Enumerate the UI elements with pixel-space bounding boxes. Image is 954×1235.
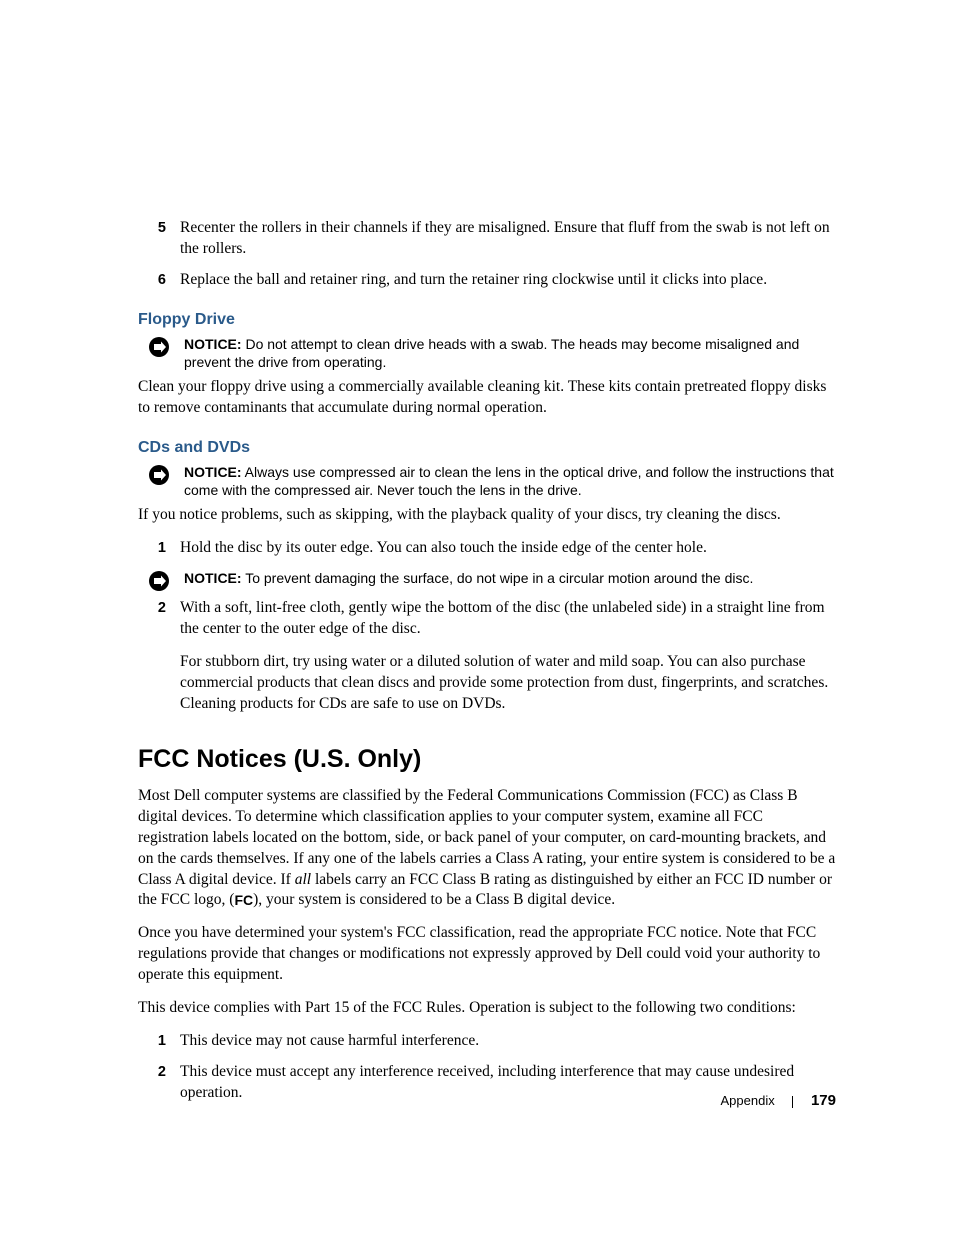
paragraph: Clean your floppy drive using a commerci… bbox=[138, 377, 836, 419]
list-number: 2 bbox=[148, 598, 180, 715]
paragraph: If you notice problems, such as skipping… bbox=[138, 505, 836, 526]
notice-body: Do not attempt to clean drive heads with… bbox=[184, 336, 799, 370]
paragraph: This device complies with Part 15 of the… bbox=[138, 998, 836, 1019]
list-number: 1 bbox=[148, 1031, 180, 1052]
notice-block: NOTICE: Always use compressed air to cle… bbox=[138, 463, 836, 499]
fcc-p1-c: ), your system is considered to be a Cla… bbox=[253, 891, 615, 908]
notice-label: NOTICE: bbox=[184, 464, 242, 480]
top-continued-list: 5 Recenter the rollers in their channels… bbox=[138, 218, 836, 291]
notice-arrow-icon bbox=[148, 463, 184, 499]
notice-arrow-icon bbox=[148, 569, 184, 592]
list-item: 5 Recenter the rollers in their channels… bbox=[148, 218, 836, 260]
notice-label: NOTICE: bbox=[184, 336, 242, 352]
notice-body: Always use compressed air to clean the l… bbox=[184, 464, 834, 498]
footer-separator bbox=[792, 1096, 793, 1108]
list-number: 1 bbox=[148, 538, 180, 559]
list-item: 2 With a soft, lint-free cloth, gently w… bbox=[148, 598, 836, 715]
step2-extra: For stubborn dirt, try using water or a … bbox=[180, 652, 836, 715]
notice-text: NOTICE: Always use compressed air to cle… bbox=[184, 463, 836, 499]
heading-fcc: FCC Notices (U.S. Only) bbox=[138, 745, 836, 774]
list-number: 2 bbox=[148, 1062, 180, 1104]
notice-block: NOTICE: To prevent damaging the surface,… bbox=[138, 569, 836, 592]
notice-arrow-icon bbox=[148, 335, 184, 371]
list-text: Replace the ball and retainer ring, and … bbox=[180, 270, 836, 291]
cd-steps-list-2: 2 With a soft, lint-free cloth, gently w… bbox=[138, 598, 836, 715]
fcc-p1-italic: all bbox=[295, 871, 311, 888]
list-text: With a soft, lint-free cloth, gently wip… bbox=[180, 598, 836, 715]
list-text: Recenter the rollers in their channels i… bbox=[180, 218, 836, 260]
list-item: 6 Replace the ball and retainer ring, an… bbox=[148, 270, 836, 291]
notice-block: NOTICE: Do not attempt to clean drive he… bbox=[138, 335, 836, 371]
subheading-cds: CDs and DVDs bbox=[138, 439, 836, 457]
notice-text: NOTICE: To prevent damaging the surface,… bbox=[184, 569, 836, 592]
list-text: This device may not cause harmful interf… bbox=[180, 1031, 836, 1052]
step2-main: With a soft, lint-free cloth, gently wip… bbox=[180, 598, 836, 640]
notice-label: NOTICE: bbox=[184, 570, 242, 586]
list-number: 5 bbox=[148, 218, 180, 260]
cd-steps-list: 1 Hold the disc by its outer edge. You c… bbox=[138, 538, 836, 559]
list-number: 6 bbox=[148, 270, 180, 291]
subheading-floppy: Floppy Drive bbox=[138, 311, 836, 329]
paragraph: Most Dell computer systems are classifie… bbox=[138, 786, 836, 912]
fcc-logo-icon: FC bbox=[234, 891, 253, 910]
notice-text: NOTICE: Do not attempt to clean drive he… bbox=[184, 335, 836, 371]
paragraph: Once you have determined your system's F… bbox=[138, 923, 836, 986]
notice-body: To prevent damaging the surface, do not … bbox=[242, 570, 754, 586]
list-item: 1 This device may not cause harmful inte… bbox=[148, 1031, 836, 1052]
page-footer: Appendix 179 bbox=[721, 1092, 837, 1109]
list-text: Hold the disc by its outer edge. You can… bbox=[180, 538, 836, 559]
footer-page-number: 179 bbox=[811, 1092, 836, 1109]
list-item: 1 Hold the disc by its outer edge. You c… bbox=[148, 538, 836, 559]
footer-section: Appendix bbox=[721, 1093, 775, 1108]
